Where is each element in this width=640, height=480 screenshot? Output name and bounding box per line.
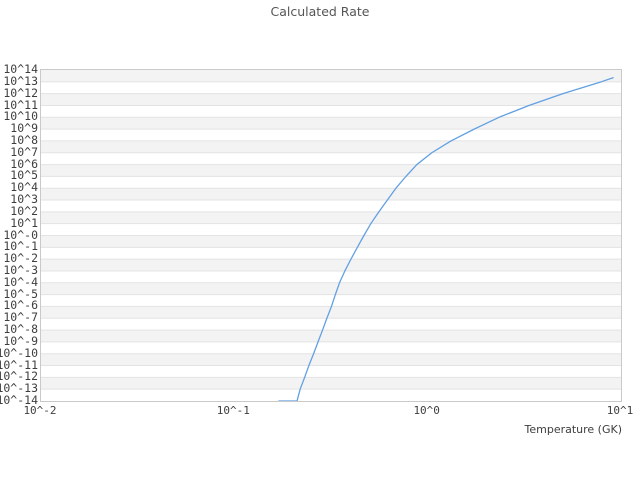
y-tick-label: 10^-9 — [3, 333, 38, 348]
x-tick-label: 10^-1 — [216, 404, 250, 417]
decade-band — [41, 235, 621, 248]
horizontal-gridlines — [41, 81, 621, 390]
y-tick-label: 10^-7 — [3, 310, 38, 325]
y-tick-label: 10^14 — [3, 62, 38, 76]
decade-band — [41, 282, 621, 295]
y-tick-label: 10^9 — [10, 121, 38, 136]
decade-band — [41, 211, 621, 224]
decade-band — [41, 306, 621, 319]
y-tick-label: 10^-5 — [3, 286, 38, 301]
y-tick-label: 10^13 — [3, 73, 38, 88]
y-tick-label: 10^1 — [10, 215, 38, 230]
y-tick-label: 10^-0 — [3, 227, 38, 242]
rate-curve — [278, 77, 614, 401]
decade-band — [41, 188, 621, 201]
decade-band — [41, 377, 621, 390]
y-tick-label: 10^-1 — [3, 239, 38, 254]
plot-area — [40, 69, 622, 402]
y-tick-label: 10^11 — [3, 97, 38, 112]
y-tick-label: 10^-14 — [0, 393, 38, 407]
y-tick-label: 10^-3 — [3, 263, 38, 277]
plot-canvas — [41, 70, 621, 401]
decade-band — [41, 330, 621, 342]
y-tick-label: 10^-6 — [3, 298, 38, 313]
y-tick-label: 10^12 — [3, 85, 38, 100]
y-tick-label: 10^-13 — [0, 381, 38, 396]
decade-band — [41, 117, 621, 130]
decade-band — [41, 140, 621, 153]
decade-band — [41, 93, 621, 106]
y-tick-label: 10^4 — [10, 180, 38, 195]
x-tick-label: 10^0 — [413, 404, 440, 417]
x-tick-label: 10^-2 — [23, 404, 57, 417]
y-tick-label: 10^2 — [10, 203, 38, 218]
y-tick-label: 10^6 — [10, 156, 38, 171]
y-tick-label: 10^5 — [10, 168, 38, 183]
y-tick-label: 10^-10 — [0, 345, 38, 360]
chart-title: Calculated Rate — [270, 4, 370, 19]
x-axis-label: Temperature (GK) — [524, 423, 623, 436]
y-tick-label: 10^7 — [10, 144, 38, 159]
x-tick-label: 10^1 — [606, 404, 634, 417]
y-tick-label: 10^3 — [10, 192, 38, 206]
decade-band — [41, 164, 621, 177]
y-tick-label: 10^8 — [10, 132, 38, 147]
y-tick-label: 10^-4 — [3, 274, 38, 289]
y-tick-label: 10^-12 — [0, 369, 38, 384]
y-tick-label: 10^10 — [3, 109, 38, 124]
decade-band — [41, 353, 621, 366]
y-tick-label: 10^-2 — [3, 251, 38, 266]
decade-bands — [41, 70, 621, 390]
decade-band — [41, 70, 621, 82]
decade-band — [41, 259, 621, 271]
y-tick-label: 10^-11 — [0, 357, 38, 372]
y-tick-label: 10^-8 — [3, 322, 38, 337]
